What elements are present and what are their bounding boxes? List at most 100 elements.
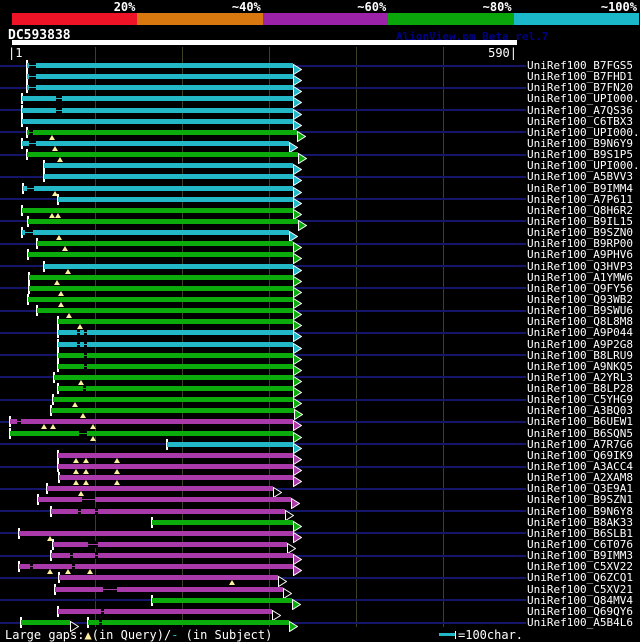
alignment-row[interactable]: UniRef100_A3ACC4 xyxy=(0,461,640,477)
hit-label[interactable]: UniRef100_UPI000.. xyxy=(527,92,640,106)
hit-label[interactable]: UniRef100_UPI000.. xyxy=(527,159,640,173)
hit-label[interactable]: UniRef100_C6TBX3 xyxy=(527,114,633,128)
hit-label[interactable]: UniRef100_B9SZN1 xyxy=(527,493,633,507)
hit-label[interactable]: UniRef100_B7FHD1 xyxy=(527,70,633,84)
alignment-bar[interactable] xyxy=(28,252,293,258)
alignment-row[interactable]: UniRef100_B9IMM3 xyxy=(0,549,640,566)
alignment-bar[interactable] xyxy=(29,274,293,280)
alignment-bar[interactable] xyxy=(152,519,293,525)
hit-label[interactable]: UniRef100_A9PHV6 xyxy=(527,248,633,262)
alignment-row[interactable]: UniRef100_Q69IK9 xyxy=(0,448,640,466)
alignment-row[interactable]: UniRef100_A3BQ03 xyxy=(0,405,640,421)
alignment-row[interactable]: UniRef100_Q8H6R2 xyxy=(0,203,640,221)
alignment-row[interactable]: UniRef100_Q3HVP3 xyxy=(0,260,640,276)
alignment-row[interactable]: UniRef100_B9IMM4 xyxy=(0,182,640,198)
alignment-row[interactable]: UniRef100_B7FN20 xyxy=(0,81,640,98)
hit-label[interactable]: UniRef100_A2XAM8 xyxy=(527,471,633,485)
hit-label[interactable]: UniRef100_A9NKQ5 xyxy=(527,359,633,373)
alignment-bar[interactable] xyxy=(10,430,293,436)
hit-label[interactable]: UniRef100_B6UEW1 xyxy=(527,415,633,429)
hit-label[interactable]: UniRef100_B7FN20 xyxy=(527,81,633,95)
hit-label[interactable]: UniRef100_Q6ZCQ1 xyxy=(527,571,633,585)
alignment-bar[interactable] xyxy=(22,96,293,102)
hit-label[interactable]: UniRef100_UPI000.. xyxy=(527,125,640,139)
alignment-row[interactable]: UniRef100_B6SLB1 xyxy=(0,527,640,544)
alignment-bar[interactable] xyxy=(59,575,278,581)
alignment-bar[interactable] xyxy=(27,129,297,135)
alignment-row[interactable]: UniRef100_B9RP00 xyxy=(0,237,640,254)
alignment-row[interactable]: UniRef100_A9P044 xyxy=(0,327,640,343)
alignment-row[interactable]: UniRef100_A7QS36 xyxy=(0,103,640,120)
hit-label[interactable]: UniRef100_Q3E9A1 xyxy=(527,482,633,496)
alignment-row[interactable]: UniRef100_B9SWU6 xyxy=(0,305,640,321)
alignment-bar[interactable] xyxy=(27,63,293,68)
alignment-bar[interactable] xyxy=(22,230,289,236)
alignment-bar[interactable] xyxy=(28,218,298,224)
alignment-bar[interactable] xyxy=(58,330,293,336)
hit-label[interactable]: UniRef100_A2YRL3 xyxy=(527,370,633,384)
alignment-row[interactable]: UniRef100_C5XV21 xyxy=(0,583,640,599)
hit-label[interactable]: UniRef100_B9IMM3 xyxy=(527,549,633,563)
alignment-row[interactable]: UniRef100_B8LP28 xyxy=(0,382,640,399)
alignment-row[interactable]: UniRef100_B9S1P5 xyxy=(0,149,640,165)
alignment-row[interactable]: UniRef100_B7FHD1 xyxy=(0,70,640,87)
hit-label[interactable]: UniRef100_A1YMW6 xyxy=(527,270,633,284)
alignment-row[interactable]: UniRef100_A7R7G6 xyxy=(0,437,640,455)
alignment-bar[interactable] xyxy=(53,542,287,548)
alignment-row[interactable]: UniRef100_A5BVV3 xyxy=(0,170,640,187)
alignment-row[interactable]: UniRef100_A9P2G8 xyxy=(0,337,640,354)
alignment-bar[interactable] xyxy=(59,475,293,481)
hit-label[interactable]: UniRef100_B8AK33 xyxy=(527,515,633,529)
alignment-bar[interactable] xyxy=(58,386,293,392)
alignment-bar[interactable] xyxy=(54,374,293,380)
alignment-row[interactable]: UniRef100_B9SZN1 xyxy=(0,493,640,510)
alignment-bar[interactable] xyxy=(58,352,293,358)
hit-label[interactable]: UniRef100_B8LP28 xyxy=(527,382,633,396)
alignment-row[interactable]: UniRef100_B9SZN0 xyxy=(0,227,640,243)
alignment-bar[interactable] xyxy=(37,308,293,314)
alignment-bar[interactable] xyxy=(21,620,70,625)
alignment-bar[interactable] xyxy=(19,530,293,536)
hit-label[interactable]: UniRef100_A5BVV3 xyxy=(527,170,633,184)
alignment-bar[interactable] xyxy=(58,196,293,202)
alignment-row[interactable]: UniRef100_B8LRU9 xyxy=(0,348,640,366)
hit-label[interactable]: UniRef100_B7FGS5 xyxy=(527,59,633,72)
hit-label[interactable]: UniRef100_B9RP00 xyxy=(527,237,633,251)
alignment-row[interactable]: UniRef100_B9N6Y9 xyxy=(0,136,640,154)
alignment-row[interactable]: UniRef100_C5XV22 xyxy=(0,560,640,577)
hit-label[interactable]: UniRef100_C5YHG9 xyxy=(527,393,633,407)
hit-label[interactable]: UniRef100_A5B4L6 xyxy=(527,616,633,629)
alignment-row[interactable]: UniRef100_B6SQN5 xyxy=(0,426,640,444)
alignment-row[interactable]: UniRef100_B9N6Y8 xyxy=(0,504,640,521)
alignment-row[interactable]: UniRef100_A5B4L6 xyxy=(0,616,640,633)
hit-label[interactable]: UniRef100_Q8L8M8 xyxy=(527,315,633,329)
hit-label[interactable]: UniRef100_Q69IK9 xyxy=(527,448,633,462)
alignment-bar[interactable] xyxy=(88,620,289,625)
alignment-row[interactable]: UniRef100_A2XAM8 xyxy=(0,471,640,488)
alignment-row[interactable]: UniRef100_UPI000.. xyxy=(0,159,640,176)
alignment-bar[interactable] xyxy=(10,419,293,425)
alignment-bar[interactable] xyxy=(47,486,273,492)
alignment-row[interactable]: UniRef100_B7FGS5 xyxy=(0,59,640,76)
hit-label[interactable]: UniRef100_A7R7G6 xyxy=(527,437,633,451)
hit-label[interactable]: UniRef100_B6SQN5 xyxy=(527,426,633,440)
hit-label[interactable]: UniRef100_C5XV22 xyxy=(527,560,633,574)
hit-label[interactable]: UniRef100_B9N6Y9 xyxy=(527,136,633,150)
hit-label[interactable]: UniRef100_A7QS36 xyxy=(527,103,633,117)
alignment-row[interactable]: UniRef100_Q69QY6 xyxy=(0,605,640,622)
hit-label[interactable]: UniRef100_A9P2G8 xyxy=(527,337,633,351)
alignment-bar[interactable] xyxy=(22,207,293,213)
alignment-bar[interactable] xyxy=(22,107,293,113)
hit-label[interactable]: UniRef100_B8LRU9 xyxy=(527,348,633,362)
alignment-row[interactable]: UniRef100_C6TBX3 xyxy=(0,114,640,132)
alignment-row[interactable]: UniRef100_B6UEW1 xyxy=(0,415,640,432)
hit-label[interactable]: UniRef100_B9N6Y8 xyxy=(527,504,633,518)
hit-label[interactable]: UniRef100_Q8H6R2 xyxy=(527,203,633,217)
alignment-bar[interactable] xyxy=(29,285,293,291)
alignment-row[interactable]: UniRef100_UPI000.. xyxy=(0,92,640,109)
alignment-bar[interactable] xyxy=(22,118,293,124)
alignment-row[interactable]: UniRef100_Q9FY56 xyxy=(0,282,640,299)
hit-label[interactable]: UniRef100_A7P611 xyxy=(527,192,633,206)
alignment-bar[interactable] xyxy=(27,85,293,91)
alignment-bar[interactable] xyxy=(58,341,293,347)
